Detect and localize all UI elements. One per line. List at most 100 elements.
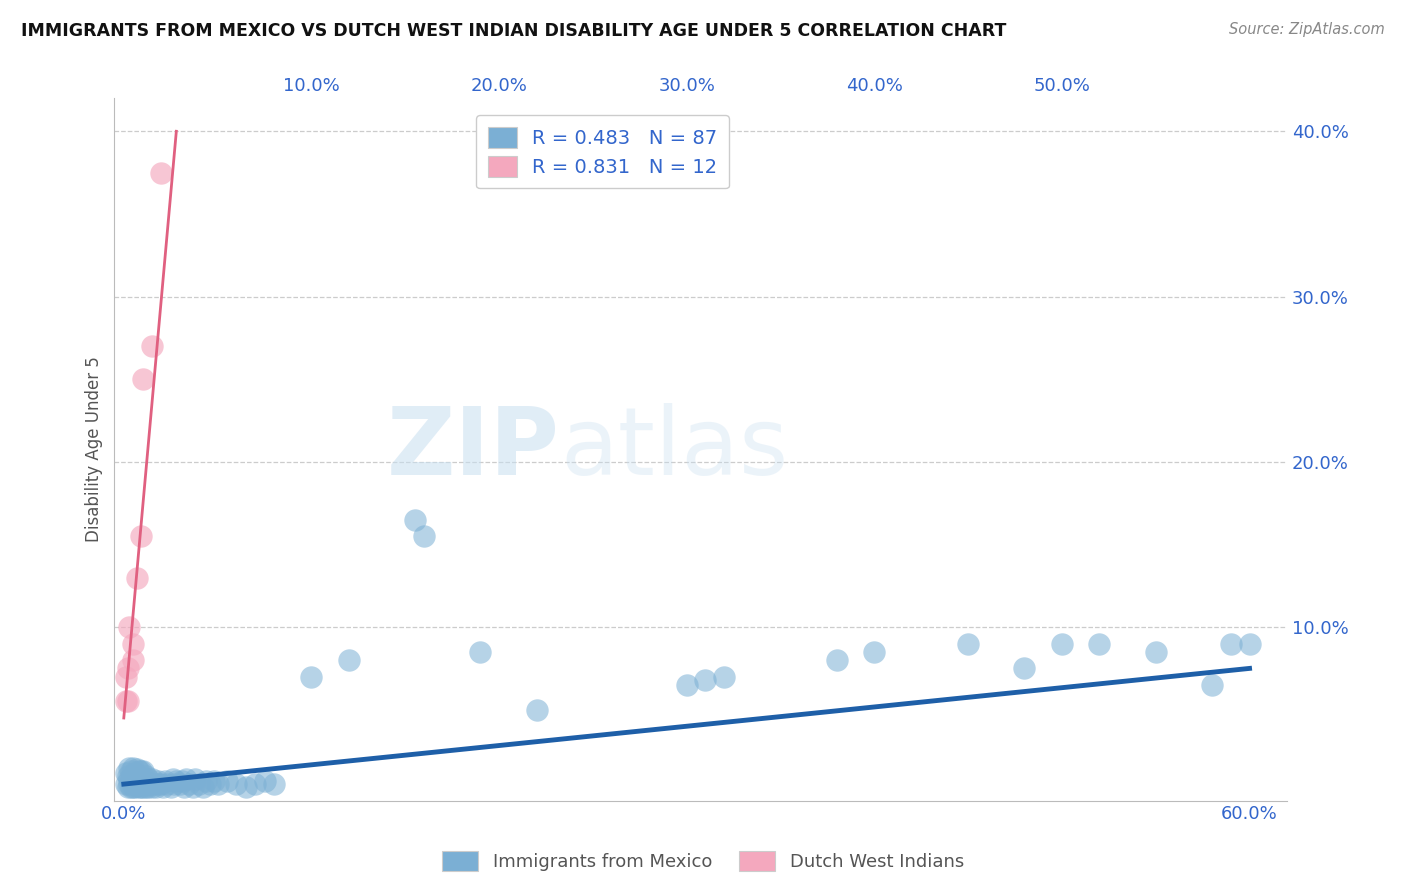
Point xyxy=(152,780,174,795)
Legend: Immigrants from Mexico, Dutch West Indians: Immigrants from Mexico, Dutch West India… xyxy=(434,844,972,879)
Point xyxy=(404,513,426,527)
Point xyxy=(207,777,229,791)
Point xyxy=(118,620,141,634)
Point xyxy=(117,661,139,675)
Point xyxy=(825,653,848,667)
Point xyxy=(165,773,187,788)
Point xyxy=(122,653,145,667)
Point xyxy=(117,780,139,795)
Point xyxy=(142,777,165,791)
Point xyxy=(181,780,204,795)
Point xyxy=(139,777,162,791)
Point xyxy=(263,777,285,791)
Point xyxy=(129,773,152,788)
Point xyxy=(136,772,159,786)
Point xyxy=(159,780,181,795)
Point xyxy=(215,773,238,788)
Legend: R = 0.483   N = 87, R = 0.831   N = 12: R = 0.483 N = 87, R = 0.831 N = 12 xyxy=(477,115,730,188)
Point xyxy=(136,780,159,795)
Point xyxy=(1219,637,1241,651)
Point xyxy=(114,694,136,708)
Point xyxy=(156,777,179,791)
Point xyxy=(299,670,322,684)
Point xyxy=(134,777,156,791)
Point xyxy=(153,773,176,788)
Point xyxy=(122,775,145,789)
Point xyxy=(235,780,257,795)
Point xyxy=(128,773,150,788)
Point xyxy=(114,765,136,780)
Text: ZIP: ZIP xyxy=(387,403,560,495)
Point xyxy=(202,773,225,788)
Point xyxy=(122,769,145,783)
Point xyxy=(135,780,157,795)
Point xyxy=(174,772,197,786)
Point xyxy=(1201,678,1223,692)
Point xyxy=(128,764,150,778)
Point xyxy=(713,670,735,684)
Point xyxy=(124,773,146,788)
Point xyxy=(150,777,173,791)
Point xyxy=(125,570,148,584)
Point xyxy=(129,764,152,778)
Point xyxy=(1239,637,1261,651)
Point xyxy=(122,760,145,774)
Point xyxy=(184,772,207,786)
Point xyxy=(125,772,148,786)
Text: atlas: atlas xyxy=(560,403,789,495)
Point xyxy=(131,780,153,795)
Point xyxy=(122,637,145,651)
Point xyxy=(131,773,153,788)
Point xyxy=(1144,645,1167,659)
Point xyxy=(129,529,152,543)
Point xyxy=(1014,661,1036,675)
Point xyxy=(179,777,201,791)
Point xyxy=(162,772,184,786)
Point xyxy=(118,777,141,791)
Point xyxy=(470,645,492,659)
Point xyxy=(243,777,266,791)
Point xyxy=(129,780,152,795)
Y-axis label: Disability Age Under 5: Disability Age Under 5 xyxy=(86,357,103,542)
Point xyxy=(146,773,169,788)
Point xyxy=(253,773,276,788)
Point xyxy=(131,372,153,386)
Text: IMMIGRANTS FROM MEXICO VS DUTCH WEST INDIAN DISABILITY AGE UNDER 5 CORRELATION C: IMMIGRANTS FROM MEXICO VS DUTCH WEST IND… xyxy=(21,22,1007,40)
Point xyxy=(150,165,173,179)
Point xyxy=(125,779,148,793)
Point xyxy=(195,773,218,788)
Point xyxy=(957,637,980,651)
Point xyxy=(117,769,139,783)
Point xyxy=(198,777,221,791)
Point xyxy=(173,780,195,795)
Point xyxy=(337,653,360,667)
Point xyxy=(1088,637,1111,651)
Point xyxy=(675,678,697,692)
Point xyxy=(120,780,142,795)
Point xyxy=(125,762,148,776)
Point xyxy=(413,529,436,543)
Point xyxy=(148,777,170,791)
Point xyxy=(191,780,214,795)
Point xyxy=(863,645,886,659)
Point xyxy=(124,765,146,780)
Point xyxy=(1050,637,1073,651)
Text: Source: ZipAtlas.com: Source: ZipAtlas.com xyxy=(1229,22,1385,37)
Point xyxy=(114,777,136,791)
Point xyxy=(141,339,163,353)
Point xyxy=(122,780,145,795)
Point xyxy=(169,777,191,791)
Point xyxy=(120,772,142,786)
Point xyxy=(118,772,141,786)
Point xyxy=(695,673,717,687)
Point xyxy=(118,760,141,774)
Point xyxy=(124,780,146,795)
Point xyxy=(145,780,167,795)
Point xyxy=(135,769,157,783)
Point xyxy=(170,773,193,788)
Point xyxy=(141,772,163,786)
Point xyxy=(131,764,153,778)
Point xyxy=(225,777,247,791)
Point xyxy=(117,694,139,708)
Point xyxy=(114,670,136,684)
